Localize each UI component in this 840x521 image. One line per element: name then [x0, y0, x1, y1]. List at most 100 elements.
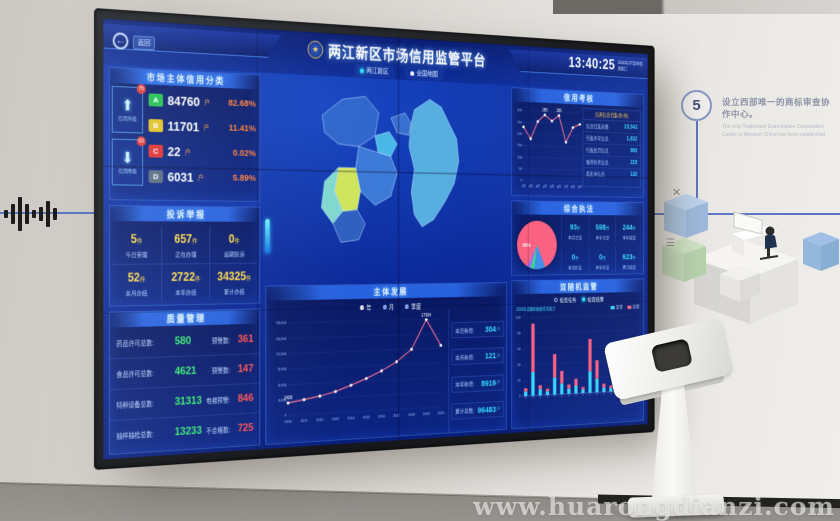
district[interactable] [322, 95, 379, 148]
svg-text:9,000: 9,000 [278, 367, 286, 372]
isometric-office-illustration: ✕ ☰ [662, 187, 839, 324]
svg-text:50: 50 [519, 166, 522, 171]
left-column: 市场主体信用分类 ⬆ 76 信用升级 ⬇ [108, 66, 261, 456]
svg-text:20: 20 [517, 378, 520, 383]
svg-text:6,000: 6,000 [278, 382, 286, 387]
credit-upgrade-box: ⬆ 76 信用升级 [111, 83, 146, 134]
stat-cell: 598件 本年立案 [588, 216, 616, 243]
svg-text:4月: 4月 [543, 184, 547, 189]
tab-liangjiang[interactable]: 两江新区 [354, 63, 394, 79]
credit-row-a: A 84760 户 82.68% [148, 86, 256, 116]
stat-row: 本年新增: 8919 户 [451, 374, 504, 393]
svg-text:60: 60 [517, 347, 520, 352]
stat-row: 本日新增: 304 户 [451, 320, 504, 339]
stat-cell: 623件 累计结案 [615, 246, 643, 273]
kiosk-column [651, 384, 697, 504]
enforcement-stats: 93件 本月立案 598件 本年立案 244件 本年结案 [560, 215, 644, 275]
svg-text:285: 285 [542, 108, 548, 113]
svg-text:☰: ☰ [666, 238, 675, 249]
svg-text:0: 0 [520, 178, 522, 183]
svg-text:8月: 8月 [571, 185, 575, 190]
district[interactable] [409, 98, 459, 226]
stat-cell: 0件 本月听证 [561, 246, 589, 273]
complaints-title: 投诉举报 [109, 206, 260, 222]
svg-text:40: 40 [517, 363, 520, 368]
random-check-panel: 双随机监管 检查任务 检查结果 2020年双随机抽查任务统计 [511, 278, 645, 430]
dashboard-body: 市场主体信用分类 ⬆ 76 信用升级 ⬇ [108, 66, 645, 456]
complaint-cell: 34325件 累计办结 [210, 262, 258, 301]
wall-note-chinese: 设立西部唯一的商标审查协作中心。 [722, 97, 831, 119]
wall-note-english: The only Trademark Examination Cooperati… [722, 124, 827, 138]
legend-swatch-icon [627, 305, 632, 309]
svg-text:1月: 1月 [521, 184, 526, 189]
svg-text:2012: 2012 [316, 417, 323, 422]
credit-class-panel: 市场主体信用分类 ⬆ 76 信用升级 ⬇ [108, 66, 261, 202]
legend-month[interactable]: 月 [382, 302, 394, 311]
map-scalebar [265, 219, 270, 254]
random-check-bar-chart: 0 20 40 60 80 100 [516, 310, 638, 404]
credit-row-b: B 11701 户 11.41% [148, 112, 256, 141]
svg-text:2018: 2018 [408, 412, 415, 417]
development-panel: 主体发展 年 月 季度 [265, 282, 507, 446]
back-arrow-icon: ← [112, 32, 129, 50]
tab-national-map[interactable]: 全国地图 [404, 66, 444, 82]
development-line-chart: 0 3,000 6,000 9,000 12,000 15,000 18,000 2010 20… [276, 313, 445, 424]
svg-text:300: 300 [517, 108, 522, 113]
svg-text:2019: 2019 [423, 411, 430, 416]
downgrade-badge: 63 [136, 136, 146, 147]
svg-text:200: 200 [517, 131, 522, 136]
credit-check-line-chart: 0 50 100 150 200 250 300 1月 2月 3月 4月 5月 6月 7月 8月 9月 285 2… [517, 108, 583, 190]
svg-text:9月: 9月 [578, 185, 582, 189]
svg-text:2017: 2017 [393, 413, 400, 418]
photo-watermark: www.huarongdianzi.com [473, 492, 835, 521]
legend-dot-icon [359, 304, 364, 310]
complaint-cell: 52件 本月办结 [111, 263, 162, 303]
clock-time: 13:40:25 [568, 55, 616, 73]
wall-timeline-branch [696, 121, 698, 215]
led-wall-screen: ← 返回 ★ 两江新区市场信用监管平台 两江新区 [94, 8, 655, 470]
kiosk-top-plate [603, 317, 733, 401]
kiosk-device-slot [650, 338, 693, 373]
down-arrow-icon: ⬇ [121, 149, 134, 167]
svg-text:18,000: 18,000 [276, 321, 286, 326]
map-svg [265, 75, 507, 276]
svg-text:2020: 2020 [438, 410, 445, 415]
stat-row: 本月新增: 121 户 [451, 347, 504, 366]
svg-text:0: 0 [519, 394, 521, 399]
up-arrow-icon: ⬆ [121, 96, 134, 114]
enforcement-pie-chart: 85% [517, 220, 557, 270]
svg-text:0: 0 [285, 413, 287, 418]
legend-swatch-icon [610, 305, 615, 309]
soundwave-decoration-icon [4, 192, 70, 236]
wall-timeline-right [648, 213, 840, 215]
svg-text:7月: 7月 [564, 185, 568, 190]
back-button[interactable]: ← 返回 [112, 32, 155, 51]
svg-text:100: 100 [516, 315, 521, 320]
district-map [265, 75, 507, 281]
legend-dot-icon [382, 304, 387, 310]
legend-quarter[interactable]: 季度 [404, 301, 421, 311]
complaint-cell: 2722件 本年办结 [161, 263, 211, 302]
list-item: 黑名单信息 132 [583, 167, 641, 181]
stat-cell: 0件 本年听证 [588, 246, 616, 273]
toggle-task[interactable]: 检查任务 [554, 296, 576, 304]
radio-icon [554, 297, 558, 303]
legend-year[interactable]: 年 [359, 302, 372, 312]
svg-text:2013: 2013 [332, 416, 339, 421]
radio-icon [581, 297, 586, 302]
district[interactable] [391, 112, 411, 135]
svg-text:2月: 2月 [528, 184, 533, 189]
development-stats: 本日新增: 304 户 本月新增: 121 户 本年新增: 8919 户 [448, 308, 507, 433]
credit-info-list: 信用信息归集(条/月) 信息归集总量 19,042 行政许可信息 1,632 行政处… [582, 107, 641, 188]
svg-text:2016: 2016 [378, 414, 385, 419]
stat-row: 累计总数: 96483 户 [451, 400, 504, 420]
upgrade-badge: 76 [136, 83, 146, 95]
credit-downgrade-box: ⬇ 63 信用降级 [111, 136, 146, 186]
toggle-result[interactable]: 检查结果 [581, 295, 604, 303]
grade-badge: A [148, 92, 164, 107]
svg-text:3,000: 3,000 [278, 398, 286, 403]
center-column: 主体发展 年 月 季度 [265, 75, 507, 446]
svg-text:17934: 17934 [421, 313, 431, 318]
tab-dot-icon [359, 67, 364, 73]
